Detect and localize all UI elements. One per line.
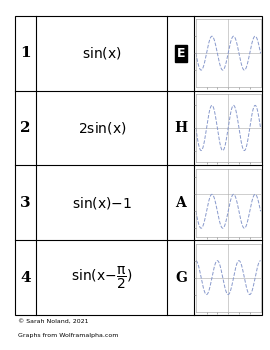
Text: $\rm{2sin(x)}$: $\rm{2sin(x)}$ bbox=[78, 120, 126, 136]
Text: H: H bbox=[174, 121, 187, 135]
Text: 2: 2 bbox=[21, 121, 31, 135]
Bar bbox=[15, 16, 262, 315]
Text: A: A bbox=[176, 196, 186, 210]
Text: $\rm{sin(x{-}\dfrac{\pi}{2})}$: $\rm{sin(x{-}\dfrac{\pi}{2})}$ bbox=[71, 264, 133, 291]
Text: $\rm{sin(x){-}1}$: $\rm{sin(x){-}1}$ bbox=[72, 195, 132, 211]
Text: G: G bbox=[175, 271, 187, 285]
Text: 4: 4 bbox=[20, 271, 31, 285]
Text: © Sarah Noland, 2021: © Sarah Noland, 2021 bbox=[18, 318, 88, 323]
Text: 3: 3 bbox=[20, 196, 31, 210]
Text: Graphs from Wolframalpha.com: Graphs from Wolframalpha.com bbox=[18, 332, 118, 337]
Text: 1: 1 bbox=[20, 46, 31, 60]
Text: $\rm{sin(x)}$: $\rm{sin(x)}$ bbox=[82, 45, 122, 61]
Text: Ǝ: Ǝ bbox=[176, 46, 186, 60]
Text: E: E bbox=[177, 47, 185, 60]
